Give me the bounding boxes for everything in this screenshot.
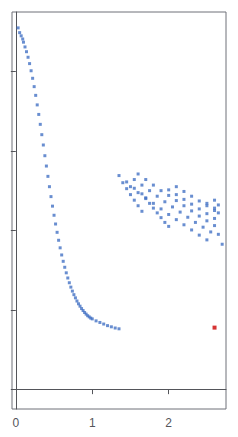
svg-text:0: 0 [12,416,19,430]
svg-text:2: 2 [165,416,172,430]
svg-text:1: 1 [89,416,96,430]
